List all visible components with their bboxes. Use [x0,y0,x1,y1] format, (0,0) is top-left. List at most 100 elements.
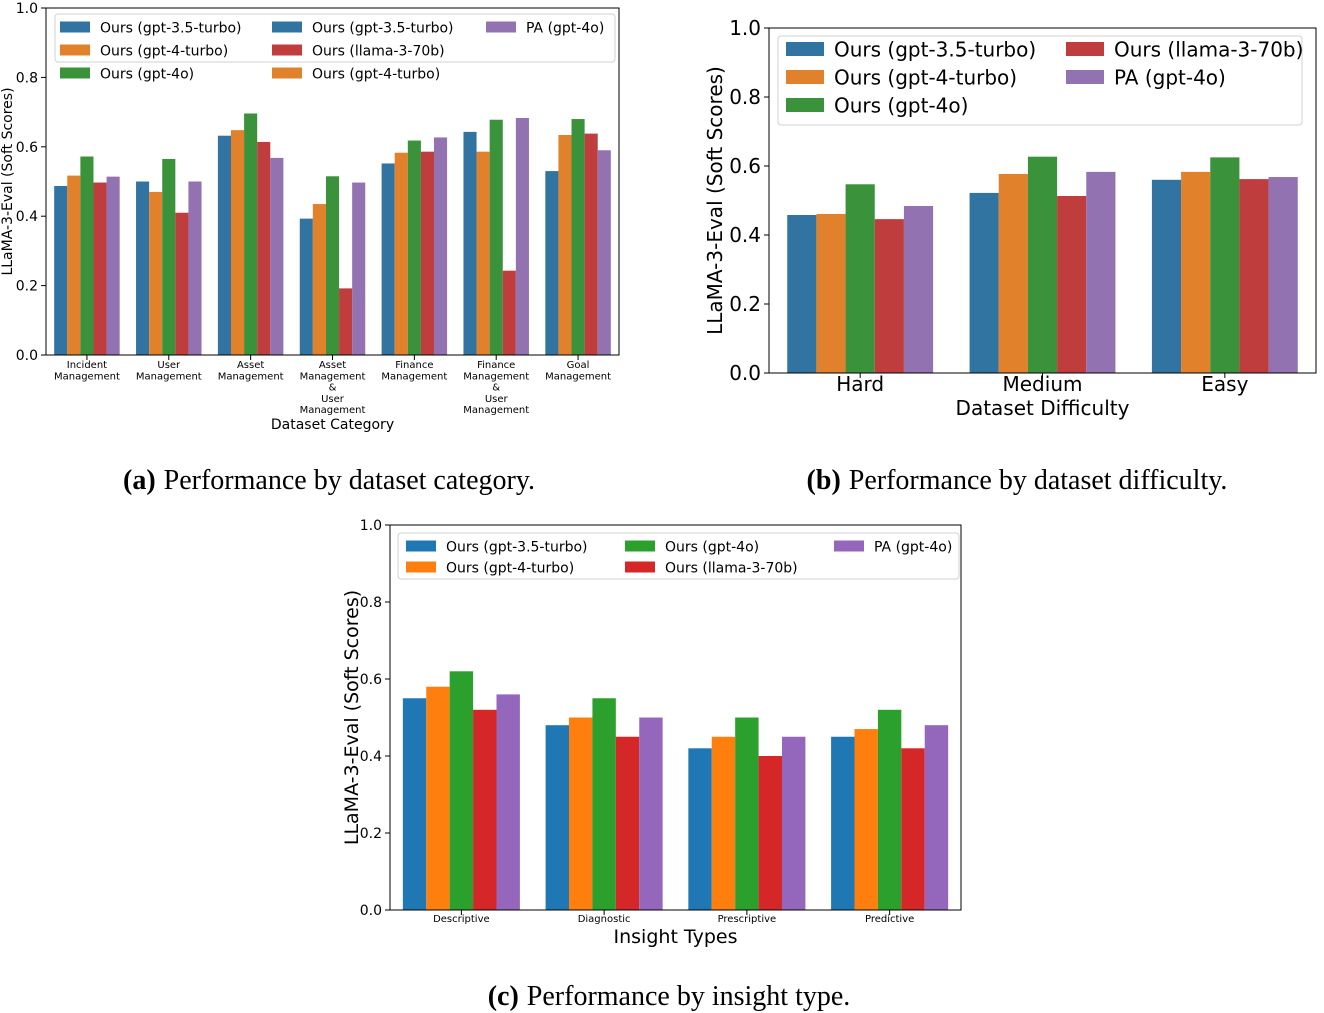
bar [188,181,202,355]
legend-label: Ours (gpt-3.5-turbo) [312,20,454,36]
bar [831,736,855,910]
y-tick-label: 1.0 [729,16,761,40]
bar [1239,179,1269,373]
legend-label: Ours (llama-3-70b) [312,43,445,59]
bar [854,729,878,910]
y-tick-label: 0.0 [16,348,38,364]
legend-swatch [1066,42,1104,56]
bar [473,709,497,910]
y-tick-label: 0.8 [16,70,38,86]
y-tick-label: 0.2 [729,292,761,316]
bar [615,736,640,910]
bar [545,725,570,910]
legend-label: Ours (llama-3-70b) [1114,38,1303,62]
bar [175,212,189,355]
y-tick-label: 0.6 [16,140,38,156]
bar [449,671,474,910]
bar [1181,171,1211,373]
caption-a-text: Performance by dataset category. [164,465,535,496]
x-tick-label: Prescriptive [718,914,777,925]
y-tick-label: 1.0 [16,1,38,17]
bar [1268,177,1298,373]
legend-box [777,35,1303,126]
bar [816,213,846,373]
x-tick-label: Predictive [865,914,914,925]
bar [496,694,520,910]
bar [571,119,585,355]
bar [80,156,94,355]
legend-label: Ours (gpt-4-turbo) [446,560,574,576]
bar [901,748,925,910]
bar [545,171,559,355]
bar [299,218,313,355]
bar [339,288,353,355]
bar [106,176,120,355]
legend-label: Ours (gpt-4-turbo) [834,66,1017,90]
bar [162,158,176,355]
legend-swatch [272,44,302,56]
x-tick-label: Asset Management & User Management [300,360,366,416]
y-tick-label: 0.0 [360,903,382,919]
bar [1210,157,1240,374]
chart-a: 0.0 0.2 0.4 0.6 0.8 1.0 Incident Management User… [0,1,620,433]
bar [845,184,875,373]
bar [257,141,271,355]
bar [54,186,68,355]
x-tick-label: User Management [136,360,202,382]
bar [903,206,934,373]
bar [558,135,572,355]
legend-box [54,13,616,63]
x-tick-label: Medium [1003,372,1083,396]
x-tick-label: Incident Management [54,360,120,382]
bar [489,119,503,355]
bar [407,140,421,355]
bar [312,204,326,355]
y-tick-label: 0.8 [360,595,382,611]
x-axis-label: Dataset Difficulty [956,396,1130,420]
caption-b-label: (b) [807,465,841,496]
legend-swatch [60,67,90,79]
bar [463,131,477,355]
x-tick-label: Descriptive [433,914,490,925]
y-tick-label: 0.2 [16,279,38,295]
legend-swatch [625,561,655,573]
bar [758,756,782,910]
legend-label: Ours (gpt-3.5-turbo) [834,38,1036,62]
bar [381,163,395,355]
x-tick-label: Diagnostic [578,914,631,925]
bar [924,725,949,910]
caption-a-label: (a) [123,465,156,496]
legend-label: PA (gpt-4o) [874,539,952,555]
x-tick-label: Asset Management [218,360,284,382]
y-axis-label: LLaMA-3-Eval (Soft Scores) [703,66,727,335]
y-tick-label: 0.2 [360,826,382,842]
legend-swatch [625,540,655,552]
bar [476,151,490,355]
legend-swatch [834,540,864,552]
legend-label: Ours (gpt-4-turbo) [100,43,228,59]
caption-a: (a) Performance by dataset category. [123,465,535,496]
y-tick-label: 0.4 [729,223,761,247]
y-tick-label: 0.6 [729,154,761,178]
legend-label: Ours (gpt-4o) [100,66,194,82]
bar [515,118,529,355]
legend-swatch [60,21,90,33]
bar [394,152,408,355]
y-tick-label: 0.6 [360,672,382,688]
bar [688,748,712,910]
bar [217,135,231,355]
bar [426,686,450,910]
x-tick-label: Easy [1201,372,1248,396]
bar [149,191,163,355]
axes-frame [389,524,962,911]
bar [352,182,366,355]
bar [1057,196,1087,373]
y-tick-label: 0.4 [360,749,382,765]
bar [711,736,736,910]
bar [270,157,284,355]
x-tick-label: Hard [836,372,884,396]
bar [93,182,107,355]
legend-label: Ours (gpt-4o) [834,94,968,118]
bar [1086,171,1116,373]
bar [569,717,593,910]
